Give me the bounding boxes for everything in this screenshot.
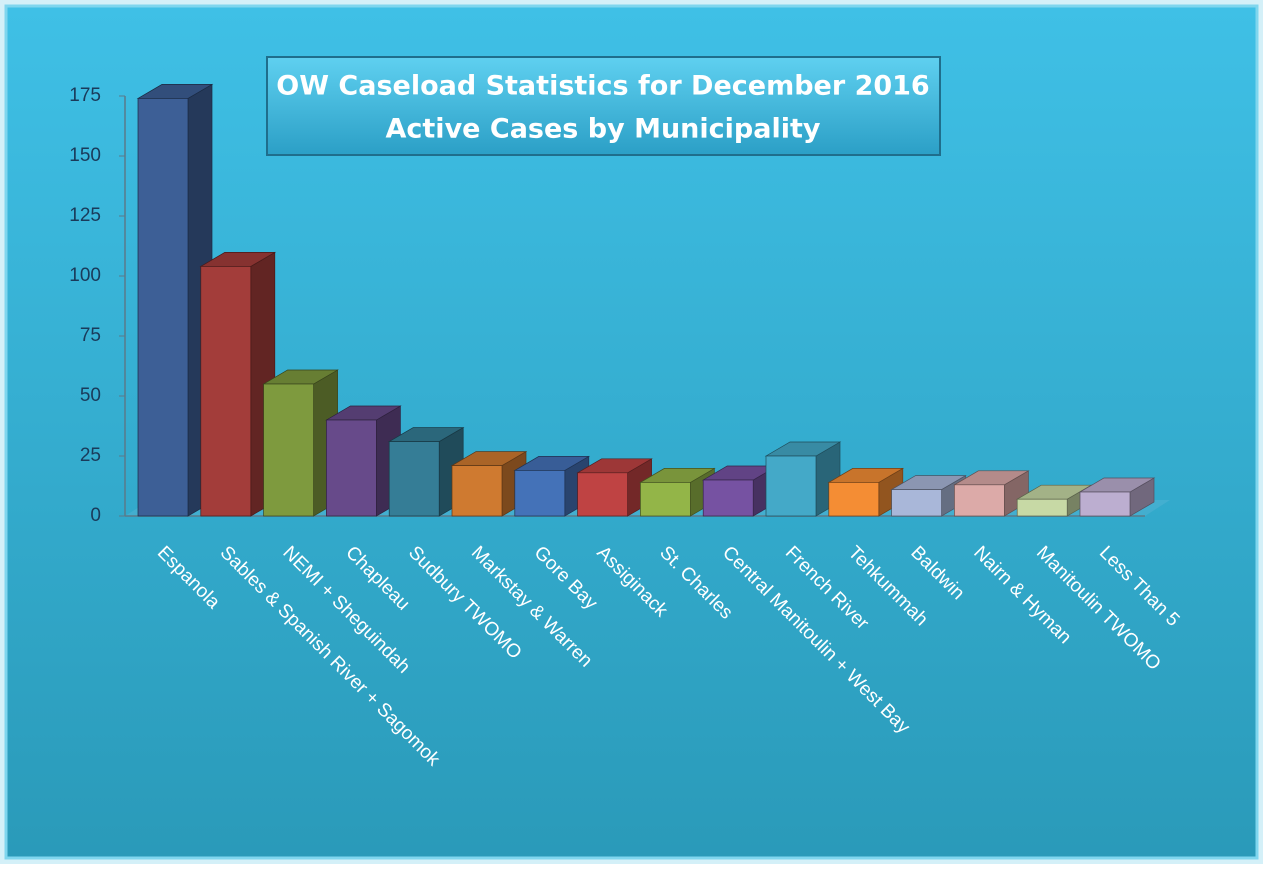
bar [576,458,653,517]
title-box [266,56,941,156]
bar-front [263,383,314,517]
y-tick-label: 25 [80,445,101,466]
y-tick-label: 100 [69,265,101,286]
bar-front [828,482,880,517]
y-tick-label: 150 [69,145,101,166]
bar [1078,477,1156,517]
bar-front [1079,491,1131,517]
bar [890,474,967,517]
bar-front [891,489,942,517]
bar-front [451,465,503,517]
bar [387,426,465,517]
bar [325,405,402,517]
chart-subtitle: Active Cases by Municipality [386,114,821,145]
bar [764,441,842,517]
bar-front [200,266,252,517]
bar-front [137,98,189,517]
bar-front [326,419,377,517]
bar-front [702,479,754,517]
bar-front [1016,498,1068,517]
bar [262,369,339,517]
bar-front [577,472,628,517]
y-tick-label: 0 [90,505,101,526]
bar-front [388,441,440,517]
bar-front [640,482,691,517]
bars [136,83,1156,517]
bar-front [514,470,566,517]
y-tick-label: 125 [69,205,101,226]
bar-front [954,484,1005,517]
y-tick-label: 75 [80,325,101,346]
y-tick-label: 50 [80,385,101,406]
chart-title: OW Caseload Statistics for December 2016 [276,71,929,102]
bar-front [765,455,817,517]
bar [701,465,779,517]
y-tick-label: 175 [69,85,101,106]
